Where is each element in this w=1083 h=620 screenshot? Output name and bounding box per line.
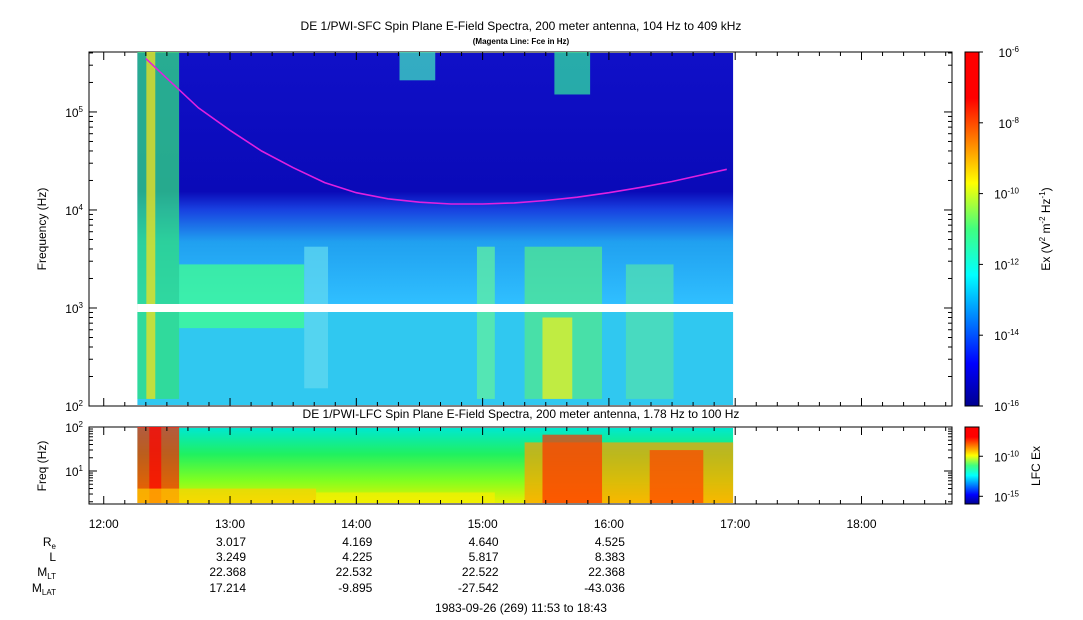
sfc-colorbar-tick-label: 10-12 — [994, 257, 1019, 272]
sfc-emission-patch — [304, 246, 329, 389]
ephemeris-value: 22.368 — [588, 565, 625, 579]
fce-line — [145, 58, 727, 205]
sfc-emission-patch — [554, 52, 591, 95]
sfc-y-tick-label: 103 — [65, 301, 83, 316]
sfc-colorbar-ticks: 10-6 10-8 10-10 10-12 10-14 10-16 — [979, 45, 1020, 414]
time-axis: 12:00 13:00 14:00 15:00 16:00 17:00 18:00 — [89, 52, 947, 531]
ephemeris-value: 4.640 — [469, 535, 499, 549]
sfc-y-axis-label: Frequency (Hz) — [35, 188, 49, 271]
sfc-colorbar-tick-label: 10-14 — [994, 328, 1019, 343]
sfc-data-gap — [137, 303, 734, 312]
lfc-colorbar-ticks: 10-10 10-15 — [979, 449, 1020, 504]
lfc-y-ticks: 101 102 — [65, 420, 952, 503]
sfc-emission-patch — [399, 52, 436, 81]
lfc-panel: 101 102 Freq (Hz) — [35, 420, 953, 505]
ephemeris-value: 17.214 — [209, 581, 246, 595]
ephemeris-value: 4.225 — [342, 550, 372, 564]
time-tick-label: 17:00 — [720, 517, 750, 531]
ephemeris-row-label: L — [49, 550, 56, 564]
sfc-emission-patch — [625, 264, 674, 399]
lfc-y-tick-label: 102 — [65, 420, 83, 435]
lfc-colorbar-label: LFC Ex — [1029, 446, 1043, 486]
ephemeris-value: 22.532 — [336, 565, 373, 579]
ephemeris-row-label: MLAT — [32, 581, 56, 597]
time-tick-label: 18:00 — [846, 517, 876, 531]
lfc-colorbar-scale — [964, 426, 980, 505]
lfc-title: DE 1/PWI-LFC Spin Plane E-Field Spectra,… — [303, 407, 740, 421]
lfc-y-axis-label: Freq (Hz) — [35, 441, 49, 492]
ephemeris-value: 5.817 — [469, 550, 499, 564]
time-tick-label: 15:00 — [468, 517, 498, 531]
sfc-emission-patch — [179, 264, 305, 329]
footer-date-range: 1983-09-26 (269) 11:53 to 18:43 — [435, 601, 607, 615]
ephemeris-row-label: MLT — [37, 565, 56, 581]
time-tick-label: 12:00 — [89, 517, 119, 531]
ephemeris-table: Re 3.017 4.169 4.640 4.525 L 3.249 4.225 5.817 8.… — [32, 535, 625, 597]
lfc-colorbar-tick-label: 10-10 — [994, 449, 1019, 464]
sfc-emission-patch — [137, 52, 180, 399]
time-tick-label: 13:00 — [215, 517, 245, 531]
lfc-colorbar-tick-label: 10-15 — [994, 489, 1019, 504]
ephemeris-value: 3.249 — [216, 550, 246, 564]
lfc-emission-patch — [316, 492, 495, 503]
sfc-y-ticks: 102 103 104 105 — [65, 52, 952, 414]
ephemeris-value: -43.036 — [584, 581, 625, 595]
sfc-colorbar-scale — [964, 51, 980, 407]
time-tick-label: 14:00 — [341, 517, 371, 531]
sfc-colorbar-tick-label: 10-8 — [999, 116, 1020, 131]
ephemeris-value: -27.542 — [458, 581, 499, 595]
lfc-y-tick-label: 101 — [65, 464, 83, 479]
lfc-emission-patch — [542, 434, 603, 503]
sfc-colorbar-label: Ex (V2 m-2 Hz-1) — [1038, 187, 1053, 270]
sfc-colorbar-tick-label: 10-10 — [994, 187, 1019, 202]
time-tick-label: 16:00 — [594, 517, 624, 531]
lfc-emission-patch — [149, 427, 162, 503]
sfc-spectrogram — [137, 52, 734, 405]
sfc-colorbar: 10-6 10-8 10-10 10-12 10-14 10-16 Ex (V2 m-2 … — [964, 45, 1053, 414]
sfc-y-tick-label: 104 — [65, 203, 83, 218]
sfc-title: DE 1/PWI-SFC Spin Plane E-Field Spectra,… — [301, 19, 742, 33]
lfc-emission-patch — [137, 488, 317, 503]
lfc-emission-patch — [649, 450, 704, 503]
lfc-spectrogram — [137, 427, 734, 503]
ephemeris-row-label: Re — [43, 535, 57, 551]
sfc-y-tick-label: 105 — [65, 105, 83, 120]
ephemeris-value: -9.895 — [338, 581, 372, 595]
lfc-colorbar: 10-10 10-15 LFC Ex — [964, 426, 1043, 505]
ephemeris-value: 22.368 — [209, 565, 246, 579]
sfc-high-band — [137, 53, 734, 305]
sfc-emission-patch — [476, 246, 495, 399]
sfc-colorbar-tick-label: 10-16 — [994, 399, 1019, 414]
sfc-colorbar-tick-label: 10-6 — [999, 45, 1020, 60]
ephemeris-value: 3.017 — [216, 535, 246, 549]
ephemeris-value: 4.525 — [595, 535, 625, 549]
ephemeris-value: 4.169 — [342, 535, 372, 549]
sfc-panel: 102 103 104 105 Frequency (Hz) — [35, 51, 953, 414]
sfc-subtitle: (Magenta Line: Fce in Hz) — [473, 37, 570, 46]
sfc-emission-patch — [146, 52, 156, 399]
ephemeris-value: 22.522 — [462, 565, 499, 579]
sfc-emission-patch — [542, 317, 573, 399]
sfc-y-tick-label: 102 — [65, 399, 83, 414]
ephemeris-value: 8.383 — [595, 550, 625, 564]
